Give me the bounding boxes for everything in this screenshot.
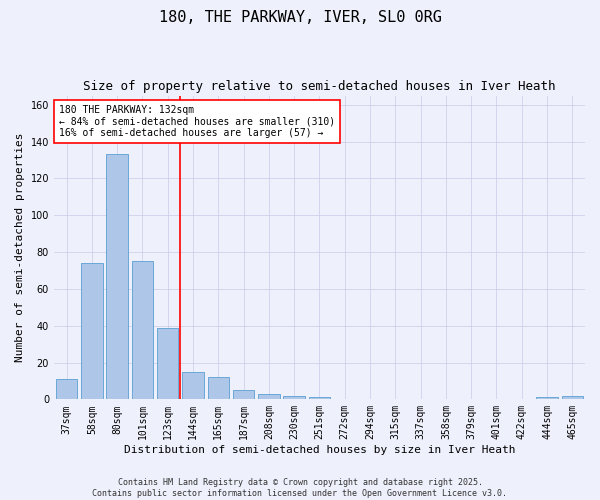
Bar	[81, 263, 103, 400]
Bar	[562, 396, 583, 400]
Bar	[309, 398, 330, 400]
Bar	[536, 398, 558, 400]
Bar	[182, 372, 204, 400]
Bar	[208, 377, 229, 400]
Bar	[233, 390, 254, 400]
Text: Contains HM Land Registry data © Crown copyright and database right 2025.
Contai: Contains HM Land Registry data © Crown c…	[92, 478, 508, 498]
Bar	[56, 379, 77, 400]
Text: 180 THE PARKWAY: 132sqm
← 84% of semi-detached houses are smaller (310)
16% of s: 180 THE PARKWAY: 132sqm ← 84% of semi-de…	[59, 104, 335, 138]
Y-axis label: Number of semi-detached properties: Number of semi-detached properties	[15, 132, 25, 362]
Bar	[283, 396, 305, 400]
Bar	[157, 328, 178, 400]
Bar	[106, 154, 128, 400]
Title: Size of property relative to semi-detached houses in Iver Heath: Size of property relative to semi-detach…	[83, 80, 556, 93]
Bar	[131, 262, 153, 400]
Text: 180, THE PARKWAY, IVER, SL0 0RG: 180, THE PARKWAY, IVER, SL0 0RG	[158, 10, 442, 25]
X-axis label: Distribution of semi-detached houses by size in Iver Heath: Distribution of semi-detached houses by …	[124, 445, 515, 455]
Bar	[258, 394, 280, 400]
